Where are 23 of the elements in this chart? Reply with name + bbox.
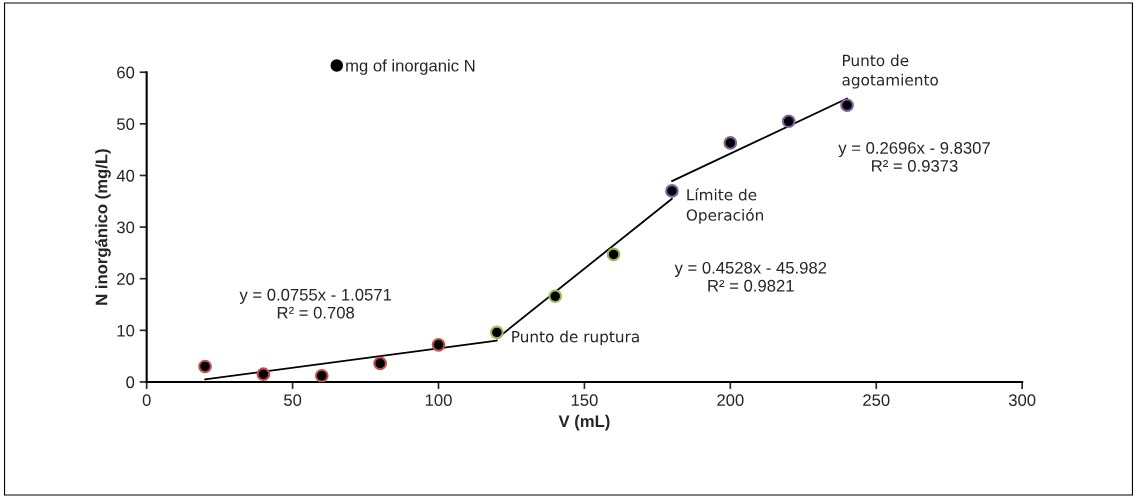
annotation: Punto de agotamiento: [842, 54, 938, 89]
y-tick-label: 40: [116, 169, 135, 182]
annotation: y = 0.2696x - 9.8307 R² = 0.9373: [838, 142, 990, 172]
x-tick-label: 250: [863, 394, 890, 407]
annotation: y = 0.4528x - 45.982 R² = 0.9821: [674, 261, 827, 292]
y-axis-title: N inorgánico (mg/L): [95, 149, 111, 305]
x-tick-label: 100: [425, 394, 452, 407]
legend-label: mg of inorganic N: [346, 59, 475, 75]
x-axis-title: V (mL): [558, 414, 610, 431]
y-tick-label: 30: [116, 221, 135, 234]
y-tick-label: 50: [117, 118, 135, 131]
annotation: Límite de Operación: [686, 188, 763, 224]
annotation: y = 0.0755x - 1.0571 R² = 0.708: [239, 288, 392, 319]
annotation: Punto de ruptura: [512, 330, 639, 346]
x-tick-label: 0: [142, 394, 151, 407]
x-tick-label: 50: [283, 394, 302, 407]
y-tick-label: 0: [126, 376, 135, 389]
x-tick-label: 150: [571, 394, 598, 407]
y-tick-label: 10: [117, 324, 135, 337]
x-tick-label: 300: [1008, 394, 1036, 407]
y-tick-label: 20: [117, 273, 135, 285]
x-tick-label: 200: [717, 394, 744, 407]
y-tick-label: 60: [117, 66, 135, 79]
